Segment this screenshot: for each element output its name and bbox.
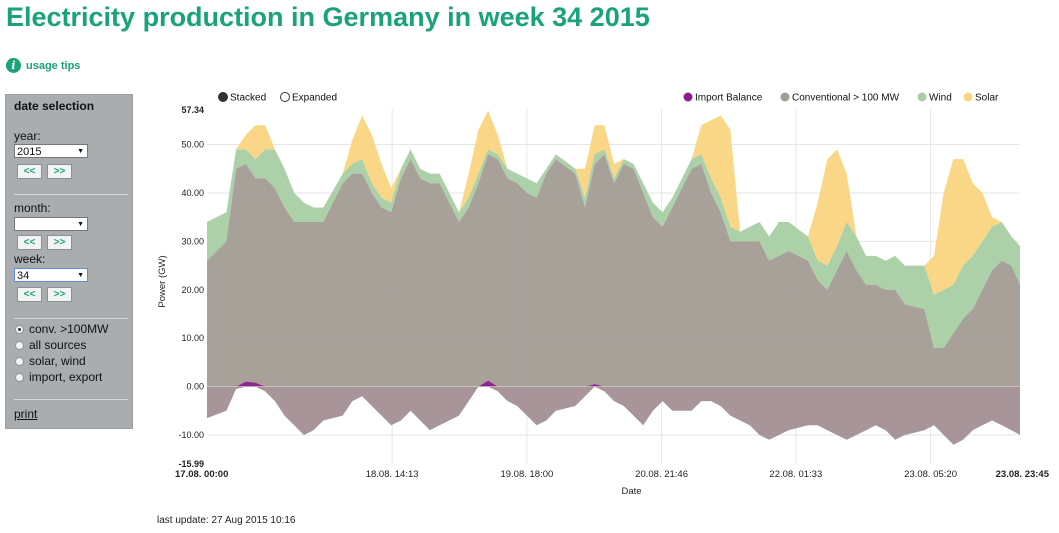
- radio-dot-icon: [15, 324, 24, 334]
- print-link[interactable]: print: [14, 407, 38, 421]
- radio-solar-wind[interactable]: solar, wind: [15, 354, 86, 368]
- year-select-value: 2015: [17, 146, 42, 158]
- month-next-button[interactable]: >>: [47, 235, 72, 250]
- legend-label: Solar: [975, 93, 999, 104]
- week-label: week:: [14, 252, 46, 266]
- legend-label: Wind: [929, 93, 952, 104]
- y-tick-label: 57.34: [181, 105, 204, 115]
- page-title: Electricity production in Germany in wee…: [6, 2, 650, 32]
- y-tick-label: 10.00: [181, 333, 204, 343]
- mode-toggle-label: Stacked: [230, 93, 266, 104]
- x-tick-label: 23.08. 05:20: [904, 469, 957, 480]
- series-area-conventional: [207, 154, 1020, 387]
- divider: [14, 399, 128, 400]
- divider: [14, 194, 128, 195]
- y-tick-label: 0.00: [186, 382, 204, 392]
- panel-title: date selection: [14, 99, 95, 113]
- month-prev-button[interactable]: <<: [17, 235, 42, 250]
- legend-swatch[interactable]: [683, 92, 693, 102]
- chart-area: 57.34 50.00 40.00 30.00 20.00 10.00 0.00 -10.00…: [157, 92, 1050, 497]
- series-area-import-balance-negative: [207, 386, 1020, 445]
- info-icon: i: [6, 58, 21, 73]
- divider: [14, 318, 128, 319]
- y-tick-label: 50.00: [181, 140, 204, 150]
- week-prev-button[interactable]: <<: [17, 287, 42, 302]
- x-axis-title: Date: [621, 486, 641, 497]
- x-tick-label: 18.08. 14:13: [366, 469, 419, 480]
- year-label: year:: [14, 129, 41, 143]
- radio-label: all sources: [29, 338, 87, 352]
- y-tick-label: 20.00: [181, 285, 204, 295]
- radio-label: import, export: [29, 370, 103, 384]
- radio-off-icon[interactable]: [280, 92, 290, 102]
- week-next-button[interactable]: >>: [47, 287, 72, 302]
- radio-dot-icon: [15, 372, 24, 382]
- mode-toggle-label: Expanded: [292, 93, 337, 104]
- x-tick-label: 23.08. 23:45: [996, 469, 1050, 480]
- radio-import-export[interactable]: import, export: [15, 370, 102, 384]
- legend-swatch[interactable]: [780, 92, 790, 102]
- y-tick-label: -10.00: [178, 430, 204, 440]
- legend-swatch[interactable]: [963, 92, 973, 102]
- week-select[interactable]: 34 ▼: [14, 268, 88, 282]
- radio-conv-100mw[interactable]: conv. >100MW: [15, 322, 108, 336]
- radio-label: solar, wind: [29, 354, 86, 368]
- date-selection-panel: date selection year: 2015 ▼ << >> month:…: [5, 94, 133, 429]
- x-tick-label: 19.08. 18:00: [500, 469, 553, 480]
- radio-on-icon[interactable]: [218, 92, 228, 102]
- chevron-down-icon: ▼: [77, 148, 84, 155]
- last-update-text: last update: 27 Aug 2015 10:16: [157, 515, 296, 526]
- y-tick-label: 40.00: [181, 188, 204, 198]
- y-axis-title: Power (GW): [157, 255, 168, 307]
- year-select[interactable]: 2015 ▼: [14, 144, 88, 158]
- y-tick-label: 30.00: [181, 236, 204, 246]
- chevron-down-icon: ▼: [77, 272, 84, 279]
- year-next-button[interactable]: >>: [47, 164, 72, 179]
- x-tick-label: 17.08. 00:00: [175, 469, 228, 480]
- radio-dot-icon: [15, 356, 24, 366]
- radio-label: conv. >100MW: [29, 322, 109, 336]
- x-tick-label: 22.08. 01:33: [769, 469, 822, 480]
- year-prev-button[interactable]: <<: [17, 164, 42, 179]
- x-tick-label: 20.08. 21:46: [635, 469, 688, 480]
- usage-tips-label: usage tips: [26, 59, 81, 72]
- series-area-wind: [207, 149, 1020, 348]
- usage-tips-link[interactable]: i usage tips: [6, 58, 80, 73]
- month-select[interactable]: ▼: [14, 217, 88, 231]
- chevron-down-icon: ▼: [77, 221, 84, 228]
- series-area-solar: [207, 110, 1020, 295]
- week-select-value: 34: [17, 270, 30, 282]
- legend-label: Conventional > 100 MW: [792, 93, 900, 104]
- radio-all-sources[interactable]: all sources: [15, 338, 86, 352]
- radio-dot-icon: [15, 340, 24, 350]
- legend-swatch[interactable]: [917, 92, 927, 102]
- y-tick-label: -15.99: [178, 459, 204, 469]
- month-label: month:: [14, 201, 51, 215]
- legend-label: Import Balance: [695, 93, 763, 104]
